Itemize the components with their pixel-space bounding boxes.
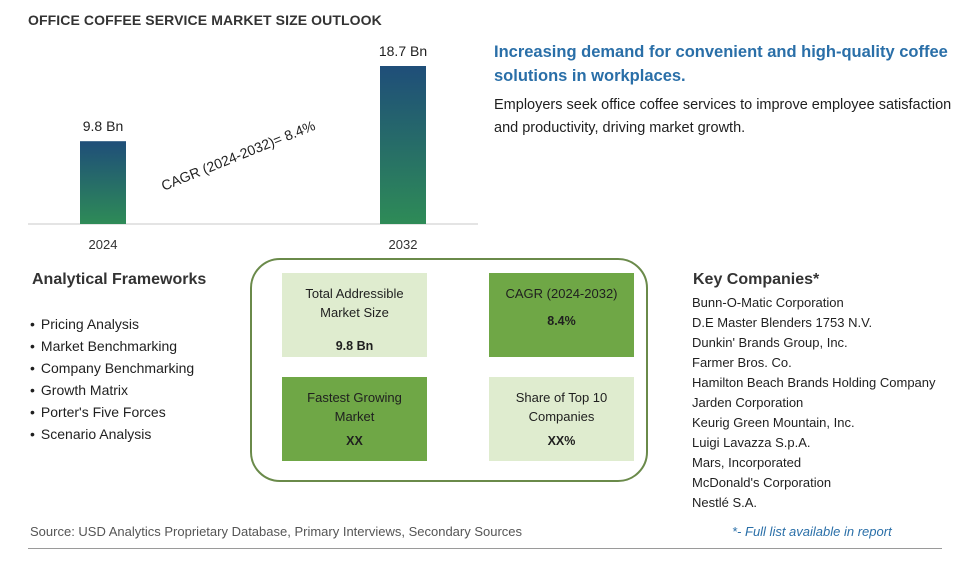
bar-2024 [80,141,126,224]
frameworks-list: Pricing Analysis Market Benchmarking Com… [30,313,194,445]
list-item: Market Benchmarking [30,335,194,357]
list-item: Luigi Lavazza S.p.A. [692,435,811,450]
list-item: D.E Master Blenders 1753 N.V. [692,315,873,330]
list-item: Porter's Five Forces [30,401,194,423]
list-item: Hamilton Beach Brands Holding Company [692,375,936,390]
fastest-growing-value: XX [346,434,363,448]
fastest-growing-label: Fastest Growing Market [307,390,402,424]
bar-2032 [380,66,426,224]
x-tick-label: 2032 [389,237,418,252]
cagr-annotation: CAGR (2024-2032)= 8.4% [159,117,318,193]
page-title: OFFICE COFFEE SERVICE MARKET SIZE OUTLOO… [28,12,382,28]
bar-value-label: 9.8 Bn [83,118,123,134]
frameworks-title: Analytical Frameworks [32,271,207,288]
bottom-divider [28,548,942,549]
list-item: Nestlé S.A. [692,495,758,510]
tam-value: 9.8 Bn [335,339,374,353]
top10-share-value: XX% [547,434,576,448]
cagr-label: CAGR (2024-2032) [505,286,618,301]
summary-box [250,258,648,482]
companies-scroll-area: Bunn-O-Matic Corporation D.E Master Blen… [692,293,942,521]
list-item: Farmer Bros. Co. [692,355,792,370]
list-item: Pricing Analysis [30,313,194,335]
list-item: Mars, Incorporated [692,455,802,470]
companies-list: Bunn-O-Matic Corporation D.E Master Blen… [692,293,942,513]
top10-share-label: Share of Top 10 Companies [515,390,608,424]
tam-label: Total Addressible Market Size [305,286,404,320]
source-note: Source: USD Analytics Proprietary Databa… [30,524,523,539]
headline: Increasing demand for convenient and hig… [494,43,948,85]
full-list-note[interactable]: *- Full list available in report [732,524,892,539]
list-item: Company Benchmarking [30,357,194,379]
list-item: Jarden Corporation [692,395,804,410]
list-item: Keurig Green Mountain, Inc. [692,415,855,430]
x-tick-label: 2024 [89,237,118,252]
tam-card: Total Addressible Market Size 9.8 Bn [282,273,427,357]
list-item: McDonald's Corporation [692,475,832,490]
cagr-value: 8.4% [547,314,576,328]
companies-title: Key Companies* [693,271,820,288]
headline-subtext: Employers seek office coffee services to… [494,97,952,136]
bar-value-label: 18.7 Bn [379,43,427,59]
cagr-card: CAGR (2024-2032) 8.4% [489,273,634,357]
list-item: Growth Matrix [30,379,194,401]
list-item: Scenario Analysis [30,423,194,445]
top10-share-card: Share of Top 10 Companies XX% [489,377,634,461]
fastest-growing-card: Fastest Growing Market XX [282,377,427,461]
market-size-chart: 9.8 Bn 2024 18.7 Bn 2032 CAGR (2024-2032)= … [28,43,478,252]
list-item: Dunkin' Brands Group, Inc. [692,335,848,350]
list-item: Bunn-O-Matic Corporation [692,295,844,310]
